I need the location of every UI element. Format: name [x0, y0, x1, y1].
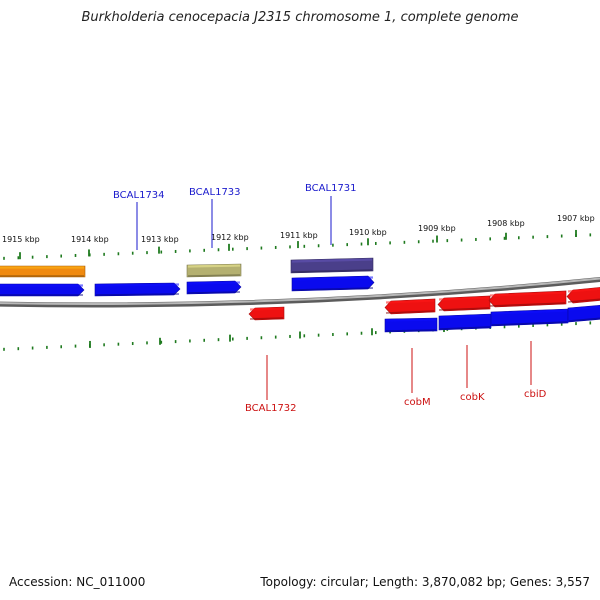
genome-title: Burkholderia cenocepacia J2315 chromosom… [81, 10, 519, 25]
feature-highlight [567, 287, 600, 293]
chromosome-backbone [0, 276, 600, 308]
feature-highlight [95, 283, 180, 287]
feature-body [0, 265, 86, 278]
tick-label: 1910 kbp [349, 228, 387, 237]
gene-label-reverse[interactable]: cobM [404, 397, 431, 408]
cds-feature[interactable] [291, 275, 375, 292]
tick-label: 1911 kbp [280, 231, 318, 240]
gene-feature[interactable] [0, 265, 86, 278]
feature-highlight [187, 264, 241, 268]
tick-label: 1915 kbp [2, 235, 40, 244]
feature-highlight [292, 276, 374, 281]
feature-track[interactable] [0, 257, 600, 333]
feature-shade [249, 317, 284, 320]
gene-feature[interactable] [566, 287, 600, 304]
tick-label: 1908 kbp [487, 219, 525, 228]
feature-highlight [438, 296, 490, 301]
tick-label: 1907 kbp [557, 214, 595, 223]
feature-highlight [568, 305, 600, 311]
feature-body [0, 283, 85, 297]
gene-label-forward[interactable]: BCAL1734 [113, 190, 165, 201]
gene-label-forward[interactable]: BCAL1731 [305, 183, 357, 194]
feature-shade [385, 310, 435, 314]
gene-feature[interactable] [437, 295, 491, 312]
feature-shade [187, 274, 241, 277]
feature-shade [385, 329, 437, 332]
tick-label: 1914 kbp [71, 235, 109, 244]
gene-feature[interactable] [290, 257, 374, 274]
feature-shade [489, 302, 566, 307]
tick-label: 1912 kbp [211, 233, 249, 242]
gene-feature[interactable] [384, 298, 436, 315]
tick-track: 1915 kbp 1914 kbp 1913 kbp 1912 kbp 1911 kbp… [2, 214, 595, 351]
gene-label-forward[interactable]: BCAL1733 [189, 187, 241, 198]
feature-shade [291, 269, 373, 273]
tick-label: 1913 kbp [141, 235, 179, 244]
feature-shade [292, 287, 374, 291]
feature-shade [95, 293, 180, 296]
feature-highlight [385, 318, 437, 322]
cds-feature[interactable] [0, 283, 85, 297]
feature-highlight [291, 258, 373, 263]
gene-label-reverse[interactable]: BCAL1732 [245, 403, 297, 414]
genome-info-label: Topology: circular; Length: 3,870,082 bp… [260, 575, 590, 589]
feature-highlight [491, 309, 568, 315]
feature-shade [439, 326, 491, 330]
backbone-arc [0, 277, 600, 305]
feature-shade [567, 298, 600, 303]
feature-shade [491, 321, 568, 326]
cds-feature[interactable] [384, 317, 438, 333]
cds-feature[interactable] [490, 308, 569, 327]
feature-highlight [489, 291, 566, 297]
cds-feature[interactable] [438, 313, 492, 331]
feature-highlight [439, 314, 491, 319]
feature-highlight [249, 307, 284, 311]
feature-shade [438, 307, 490, 311]
gene-feature[interactable] [186, 263, 242, 278]
feature-highlight [385, 299, 435, 304]
cds-feature[interactable] [186, 280, 242, 295]
cds-feature[interactable] [567, 305, 600, 323]
gene-feature[interactable] [488, 290, 567, 308]
gene-feature[interactable] [248, 306, 285, 321]
feature-shade [568, 317, 600, 322]
gene-label-reverse[interactable]: cobK [460, 392, 485, 403]
gene-labels: BCAL1734 BCAL1733 BCAL1731 BCAL1732 cobM cobK… [113, 183, 547, 414]
feature-shade [187, 291, 241, 294]
feature-body [384, 317, 438, 333]
gene-label-reverse[interactable]: cbiD [524, 389, 547, 400]
tick-label: 1909 kbp [418, 224, 456, 233]
cds-feature[interactable] [94, 282, 181, 297]
feature-highlight [187, 281, 241, 285]
accession-label: Accession: NC_011000 [9, 575, 146, 589]
